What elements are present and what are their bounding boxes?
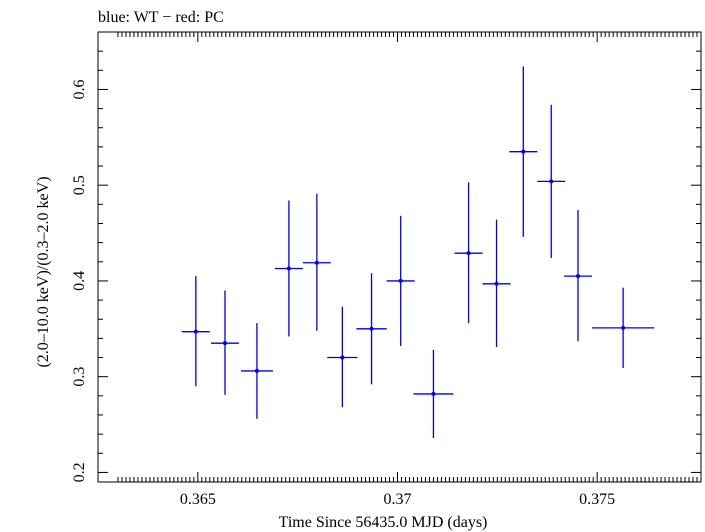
plot-frame: [97, 31, 702, 483]
data-point: [509, 66, 538, 237]
data-point: [454, 182, 483, 324]
x-tick-label: 0.375: [579, 491, 615, 508]
data-marker: [254, 368, 259, 373]
y-tick-label: 0.4: [71, 271, 88, 291]
x-axis: 0.365 0.37 0.375: [117, 32, 702, 508]
x-tick-label: 0.37: [384, 491, 412, 508]
data-point: [302, 193, 331, 331]
data-point: [274, 200, 303, 337]
y-tick-label: 0.2: [71, 462, 88, 482]
data-marker: [621, 325, 626, 330]
data-point: [537, 104, 566, 258]
data-marker: [193, 329, 198, 334]
y-axis: 0.2 0.3 0.4 0.5 0.6: [71, 50, 701, 482]
data-point: [327, 306, 358, 408]
data-marker: [222, 341, 227, 346]
y-tick-label: 0.6: [71, 79, 88, 99]
data-point: [482, 219, 511, 347]
data-marker: [549, 179, 554, 184]
x-axis-label: Time Since 56435.0 MJD (days): [279, 514, 488, 531]
data-series: [181, 66, 655, 438]
y-tick-label: 0.3: [71, 367, 88, 387]
data-marker: [398, 278, 403, 283]
chart-title: blue: WT − red: PC: [98, 9, 224, 26]
data-point: [564, 210, 592, 342]
data-point: [211, 290, 239, 395]
data-marker: [466, 251, 471, 256]
y-tick-label: 0.5: [71, 175, 88, 195]
data-point: [591, 287, 655, 369]
data-marker: [340, 355, 345, 360]
y-axis-label: (2.0–10.0 keV)/(0.3–2.0 keV): [35, 176, 52, 367]
data-marker: [369, 326, 374, 331]
data-marker: [314, 260, 319, 265]
data-marker: [521, 149, 526, 154]
data-point: [240, 323, 273, 419]
data-marker: [286, 266, 291, 271]
data-point: [386, 215, 415, 347]
data-marker: [494, 281, 499, 286]
data-marker: [431, 391, 436, 396]
data-point: [413, 349, 454, 438]
data-point: [181, 276, 210, 387]
x-tick-label: 0.365: [180, 491, 216, 508]
data-marker: [576, 274, 581, 279]
data-point: [356, 273, 387, 385]
